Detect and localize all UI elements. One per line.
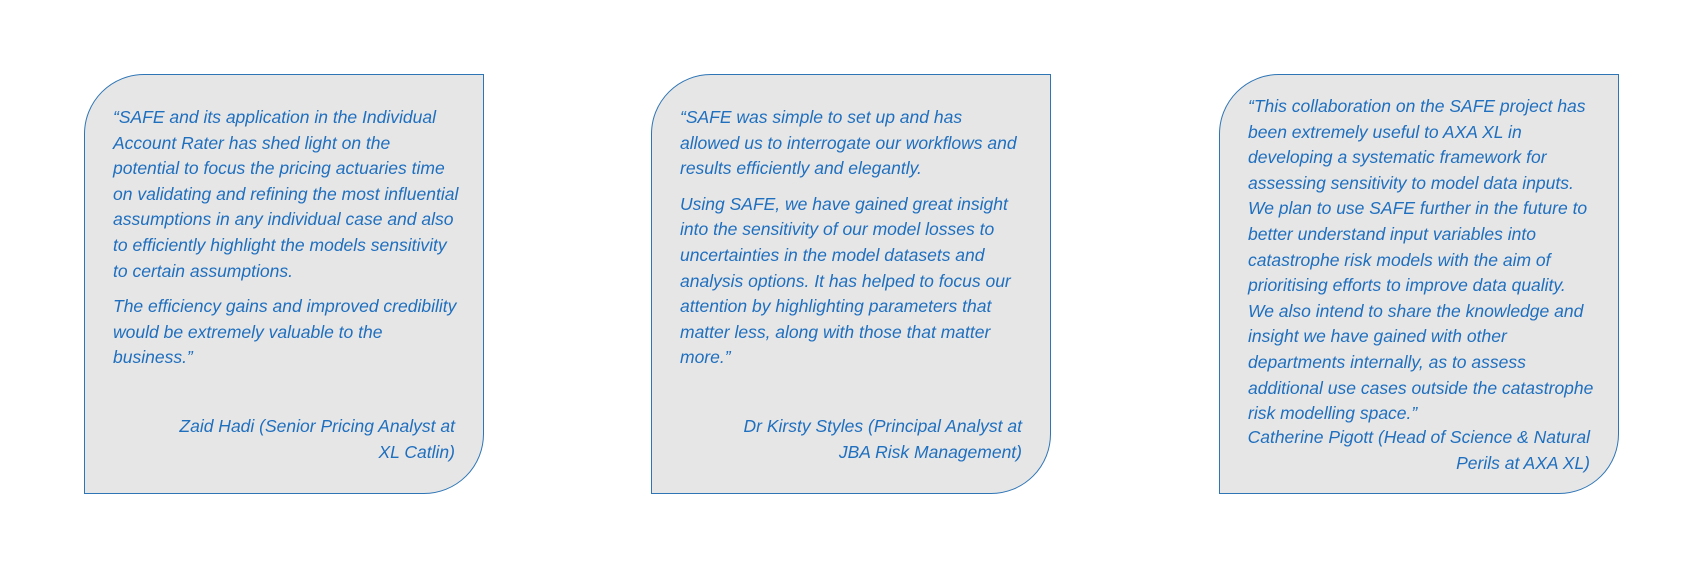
testimonial-attribution: Dr Kirsty Styles (Principal Analyst at J… (743, 416, 1022, 462)
testimonial-card: “SAFE was simple to set up and has allow… (651, 74, 1051, 494)
quote-paragraph: “SAFE and its application in the Individ… (113, 107, 459, 281)
quote-paragraph: “SAFE was simple to set up and has allow… (680, 107, 1017, 179)
testimonial-quote: “SAFE and its application in the Individ… (113, 105, 459, 381)
testimonial-quote: “SAFE was simple to set up and has allow… (680, 105, 1026, 381)
quote-paragraph: Using SAFE, we have gained great insight… (680, 193, 1011, 368)
testimonial-attribution: Zaid Hadi (Senior Pricing Analyst at XL … (179, 416, 455, 462)
testimonial-attribution: Catherine Pigott (Head of Science & Natu… (1247, 427, 1590, 473)
quote-paragraph: The efficiency gains and improved credib… (113, 296, 457, 368)
testimonial-quote: “This collaboration on the SAFE project … (1248, 94, 1594, 437)
quote-paragraph: “This collaboration on the SAFE project … (1248, 96, 1594, 424)
testimonial-card: “This collaboration on the SAFE project … (1219, 74, 1619, 494)
testimonial-card: “SAFE and its application in the Individ… (84, 74, 484, 494)
